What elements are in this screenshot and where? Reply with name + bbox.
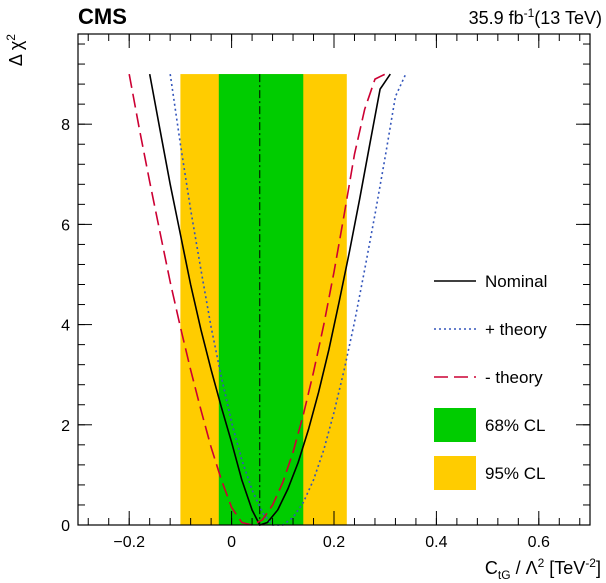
curve-theory bbox=[128, 73, 386, 526]
y-tick-label: 4 bbox=[61, 318, 70, 335]
legend-label-68-cl: 68% CL bbox=[485, 416, 545, 435]
legend-label-95-cl: 95% CL bbox=[485, 464, 545, 483]
y-tick-label: 6 bbox=[61, 217, 70, 234]
y-tick-label: 0 bbox=[61, 518, 70, 535]
chi2-curves bbox=[128, 73, 407, 526]
y-tick-label: 8 bbox=[61, 117, 70, 134]
curve-nominal bbox=[148, 73, 391, 526]
band-68-cl bbox=[218, 74, 304, 525]
luminosity-label: 35.9 fb-1(13 TeV) bbox=[469, 6, 602, 28]
confidence-bands bbox=[180, 74, 347, 525]
x-tick-label: 0 bbox=[227, 534, 236, 551]
experiment-label: CMS bbox=[78, 4, 127, 29]
y-axis-label: Δ χ2 bbox=[4, 34, 26, 66]
legend-label-theory: - theory bbox=[485, 368, 543, 387]
legend-swatch-68-cl bbox=[434, 408, 476, 442]
x-tick-label: 0.4 bbox=[425, 534, 447, 551]
y-tick-label: 2 bbox=[61, 418, 70, 435]
x-tick-label: 0.2 bbox=[323, 534, 345, 551]
legend-label-nominal: Nominal bbox=[485, 272, 547, 291]
curve-theory bbox=[169, 73, 407, 526]
x-axis-label: CtG / Λ2 [TeV-2] bbox=[485, 556, 601, 582]
y-axis-ticks: 0 2 4 6 8 bbox=[61, 43, 590, 535]
x-axis-ticks: −0.2 0 0.2 0.4 0.6 bbox=[87, 34, 581, 551]
legend-label-theory: + theory bbox=[485, 320, 547, 339]
legend-swatch-95-cl bbox=[434, 456, 476, 490]
x-tick-label: −0.2 bbox=[113, 534, 145, 551]
x-tick-label: 0.6 bbox=[528, 534, 550, 551]
legend: Nominal + theory - theory 68% CL 95% CL bbox=[434, 272, 547, 490]
